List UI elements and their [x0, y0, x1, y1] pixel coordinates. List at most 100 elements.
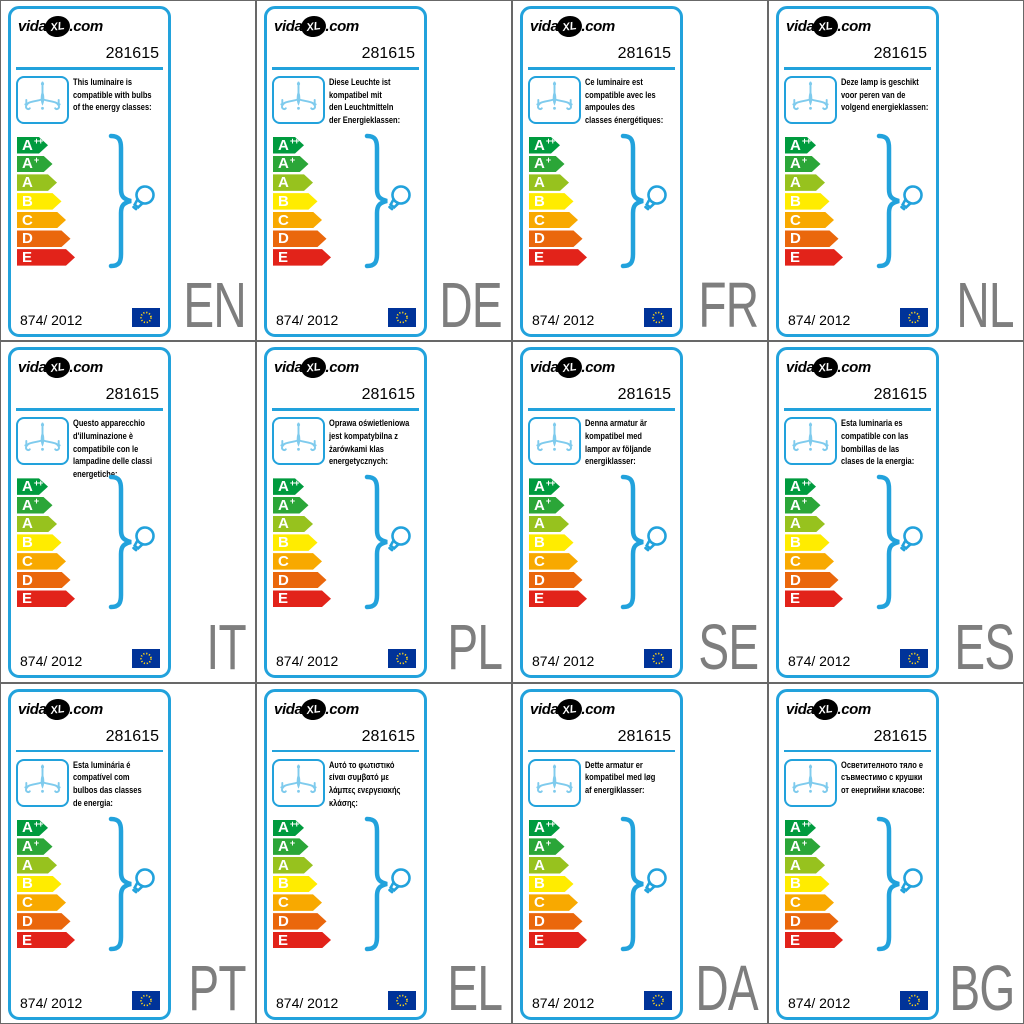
luminaire-icon-box: [272, 417, 325, 466]
energy-class-arrow-c: C: [785, 553, 834, 570]
divider-line: [16, 749, 163, 753]
logo-suffix: .com: [325, 18, 359, 35]
energy-class-arrow-a: A: [785, 174, 825, 191]
compatibility-text: Dette armatur er kompatibel med løg af e…: [585, 759, 656, 796]
label-cell-de: vida XL .com 281615: [256, 0, 512, 342]
product-number: 281615: [361, 727, 415, 745]
energy-class-arrow-a+: A +: [785, 497, 821, 514]
vidaxl-logo: vida XL .com: [786, 697, 871, 722]
energy-class-arrow-e: E: [529, 590, 587, 607]
energy-class-arrow-d: D: [785, 913, 839, 930]
label-cell-it: vida XL .com 281615: [0, 341, 256, 683]
curly-brace: [620, 816, 644, 951]
compatibility-text: Esta luminaria es compatible con las bom…: [841, 418, 915, 468]
energy-label-card: vida XL .com 281615: [264, 688, 427, 1020]
language-code: ES: [953, 610, 1015, 683]
compatibility-text: Diese Leuchte ist kompatibel mit den Leu…: [329, 77, 401, 126]
energy-label-card: vida XL .com 281615: [520, 688, 683, 1020]
curly-brace: [108, 816, 132, 951]
logo-suffix: .com: [837, 18, 871, 35]
energy-class-arrow-d: D: [273, 913, 327, 930]
energy-class-arrow-b: B: [785, 876, 830, 893]
product-number: 281615: [873, 727, 927, 745]
bulb-icon: [900, 185, 923, 211]
curly-brace: [364, 475, 388, 610]
label-cell-nl: vida XL .com 281615: [768, 0, 1024, 342]
energy-class-arrow-d: D: [529, 913, 583, 930]
regulation-number: 874/ 2012: [20, 653, 83, 670]
label-cell-el: vida XL .com 281615: [256, 682, 512, 1024]
compatibility-text: Αυτό το φωτιστικό είναι συμβατό με λάμπε…: [329, 759, 401, 809]
eu-flag-icon: [132, 308, 160, 327]
energy-class-arrow-c: C: [529, 553, 578, 570]
eu-flag-icon: [388, 308, 416, 327]
vidaxl-logo: vida XL .com: [530, 14, 615, 39]
energy-class-arrow-e: E: [785, 932, 843, 949]
language-code: IT: [206, 610, 246, 683]
energy-class-arrows: A ++ A + A B C D E: [785, 820, 843, 951]
curly-brace: [364, 816, 388, 951]
brace-and-bulb: [364, 475, 411, 610]
logo-suffix: .com: [325, 700, 359, 718]
energy-class-arrow-a++: A ++: [17, 137, 48, 154]
energy-class-arrow-a: A: [17, 857, 57, 874]
label-cell-en: vida XL .com 281615: [0, 0, 256, 342]
bulb-icon: [644, 185, 667, 211]
energy-class-arrow-c: C: [273, 212, 322, 229]
energy-class-arrow-d: D: [529, 230, 583, 247]
regulation-number: 874/ 2012: [20, 312, 83, 328]
divider-line: [272, 749, 419, 753]
energy-class-arrows: A ++ A + A B C D E: [529, 137, 587, 268]
energy-class-arrows: A ++ A + A B C D E: [785, 137, 843, 268]
energy-class-arrow-a: A: [273, 174, 313, 191]
regulation-number: 874/ 2012: [532, 312, 595, 328]
energy-class-arrow-a++: A ++: [273, 820, 304, 837]
energy-class-arrow-e: E: [273, 932, 331, 949]
vidaxl-logo: vida XL .com: [786, 355, 871, 380]
divider-line: [784, 408, 931, 411]
energy-class-arrow-b: B: [529, 193, 574, 210]
energy-class-arrows: A ++ A + A B C D E: [17, 478, 75, 609]
energy-class-arrow-e: E: [273, 590, 331, 607]
chandelier-icon: [24, 81, 61, 110]
energy-class-arrow-b: B: [529, 876, 574, 893]
divider-line: [784, 749, 931, 753]
divider-line: [528, 408, 675, 411]
product-number: 281615: [361, 45, 415, 62]
curly-brace: [876, 475, 900, 610]
brace-and-bulb: [108, 816, 155, 951]
luminaire-icon-box: [784, 76, 837, 124]
curly-brace: [108, 475, 132, 610]
vidaxl-logo: vida XL .com: [530, 355, 615, 380]
regulation-number: 874/ 2012: [20, 994, 83, 1011]
label-cell-es: vida XL .com 281615: [768, 341, 1024, 683]
energy-class-arrow-c: C: [17, 212, 66, 229]
logo-suffix: .com: [581, 359, 615, 377]
eu-flag-icon: [900, 649, 928, 669]
vidaxl-mark-icon: XL: [300, 355, 328, 380]
product-number: 281615: [361, 386, 415, 404]
luminaire-icon-box: [528, 417, 581, 466]
bulb-icon: [900, 526, 923, 552]
bulb-icon: [132, 867, 155, 894]
vidaxl-logo: vida XL .com: [18, 14, 103, 39]
vidaxl-logo: vida XL .com: [274, 14, 359, 39]
vidaxl-mark-icon: XL: [556, 697, 584, 722]
compatibility-text: Questo apparecchio d'illuminazione è com…: [73, 418, 153, 480]
energy-class-arrow-a++: A ++: [785, 820, 816, 837]
energy-label-card: vida XL .com 281615: [8, 688, 171, 1020]
energy-class-arrow-a: A: [529, 516, 569, 533]
energy-class-arrow-d: D: [529, 572, 583, 589]
compatibility-text: Esta luminária é compatível com bulbos d…: [73, 759, 142, 809]
luminaire-icon-box: [16, 758, 69, 807]
logo-prefix: vida: [274, 359, 303, 377]
energy-class-arrow-b: B: [273, 876, 318, 893]
chandelier-icon: [536, 81, 573, 110]
energy-class-arrow-a+: A +: [785, 156, 821, 173]
label-cell-pt: vida XL .com 281615: [0, 682, 256, 1024]
logo-suffix: .com: [69, 18, 103, 35]
curly-brace: [108, 133, 132, 269]
compatibility-text: Oprawa oświetleniowa jest kompatybilna z…: [329, 418, 410, 468]
energy-class-arrow-e: E: [273, 249, 331, 266]
regulation-number: 874/ 2012: [788, 994, 851, 1011]
